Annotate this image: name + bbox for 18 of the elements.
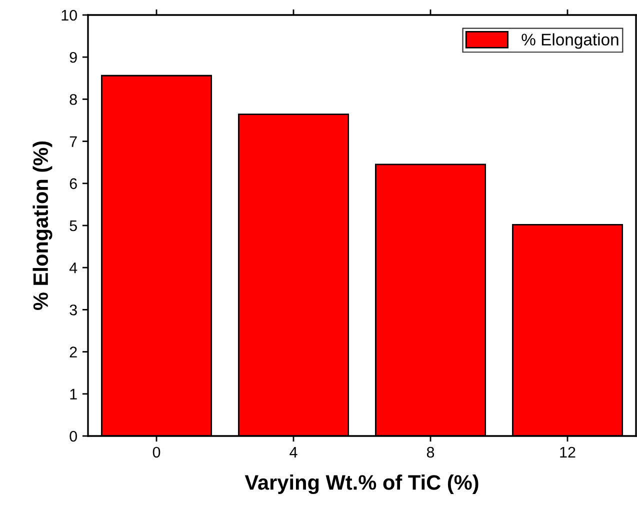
y-tick-label: 8: [70, 94, 77, 105]
y-tick-label: 2: [70, 346, 77, 358]
y-tick-label: 5: [70, 220, 77, 232]
y-tick-label: 1: [70, 388, 77, 400]
y-tick-label: 4: [69, 262, 78, 274]
y-axis-title: % Elongation (%): [32, 141, 52, 310]
y-tick-label: 9: [70, 52, 77, 63]
y-tick-label: 3: [70, 304, 77, 316]
y-tick-label: 6: [70, 178, 77, 190]
legend-label: % Elongation: [522, 33, 618, 49]
y-tick-label: 7: [70, 136, 77, 147]
x-tick-label: 4: [290, 446, 298, 458]
y-tick-label: 0: [70, 430, 77, 442]
x-axis-title: Varying Wt.% of TiC (%): [244, 474, 478, 494]
y-tick-label: 10: [62, 10, 77, 21]
x-tick-label: 0: [152, 446, 160, 458]
x-tick-label: 8: [426, 446, 434, 458]
x-tick-label: 12: [560, 446, 576, 458]
